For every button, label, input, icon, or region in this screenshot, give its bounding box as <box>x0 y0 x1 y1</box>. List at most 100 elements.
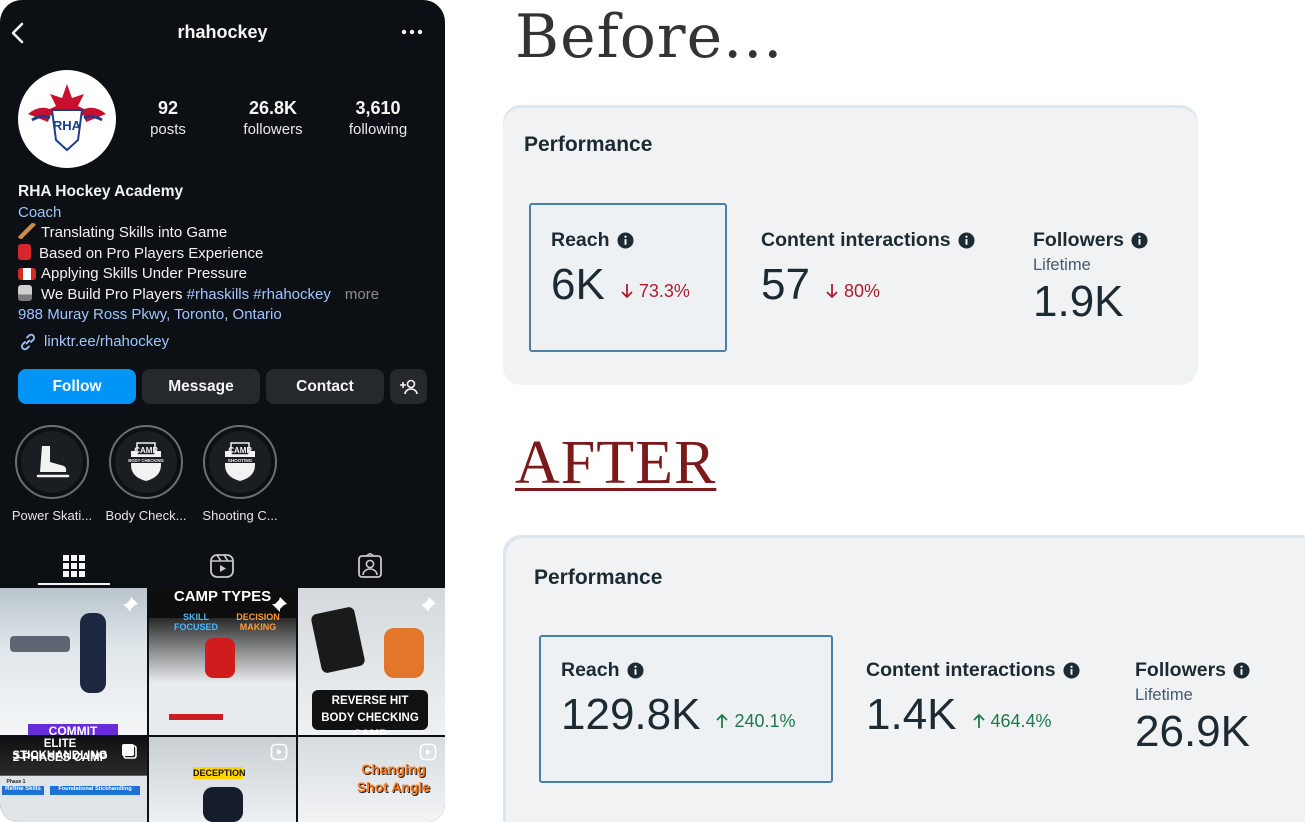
post-thumbnail[interactable]: Changing Shot Angle <box>298 737 445 822</box>
info-icon[interactable] <box>1063 662 1080 679</box>
bio-line: Applying Skills Under Pressure <box>18 264 438 285</box>
fire-extinguisher-emoji-icon <box>18 243 31 260</box>
suggest-accounts-button[interactable] <box>390 369 427 404</box>
grid-icon <box>63 555 85 577</box>
post-overlay-text: 2-PHASES CAMP <box>12 752 108 764</box>
followers-count: 26.8K <box>248 98 298 118</box>
metric-reach[interactable]: Reach 129.8K 240.1% <box>561 659 796 740</box>
info-icon[interactable] <box>1131 232 1148 249</box>
arrow-up-icon <box>716 713 729 728</box>
top-arrow-emoji-icon <box>18 284 32 301</box>
info-icon[interactable] <box>627 662 644 679</box>
metric-sublabel: Lifetime <box>1135 686 1193 704</box>
post-thumbnail[interactable]: CAMP TYPES SKILL FOCUSED DECISION MAKING <box>149 588 296 735</box>
post-overlay-text: DECEPTION <box>193 767 246 779</box>
followers-label: followers <box>243 121 303 138</box>
hockey-stick-emoji-icon <box>18 223 36 239</box>
performance-title: Performance <box>534 566 663 589</box>
canada-flag-emoji-icon <box>18 268 36 280</box>
more-options-icon[interactable] <box>401 24 423 40</box>
pin-icon <box>272 597 287 612</box>
camp-badge-icon: CAMP SHOOTING <box>223 442 257 481</box>
post-thumbnail[interactable]: REVERSE HIT BODY CHECKING CAMP <box>298 588 445 735</box>
post-overlay-text: COMMIT <box>28 724 118 735</box>
tab-tagged[interactable] <box>296 545 444 587</box>
instagram-profile-screen: rhahockey RHA 92 posts 26.8K followers 3… <box>0 0 445 822</box>
svg-text:CAMP: CAMP <box>134 446 158 455</box>
metric-content-interactions[interactable]: Content interactions 1.4K 464.4% <box>866 659 1080 740</box>
bio-line: We Build Pro Players #rhaskills #rhahock… <box>18 284 438 306</box>
metric-label: Followers <box>1033 229 1125 251</box>
selected-metric-box[interactable] <box>529 203 727 352</box>
post-thumbnail[interactable]: ELITE STICKHANDLING 2-PHASES CAMP Phase … <box>0 737 147 822</box>
post-overlay-text: ELITE STICKHANDLING <box>12 738 108 762</box>
metric-reach[interactable]: Reach 6K 73.3% <box>551 229 690 310</box>
pin-icon <box>421 597 436 612</box>
selected-metric-box[interactable] <box>539 635 833 783</box>
metric-followers[interactable]: Followers Lifetime 26.9K <box>1135 659 1250 757</box>
info-icon[interactable] <box>617 232 634 249</box>
profile-address[interactable]: 988 Muray Ross Pkwy, Toronto, Ontario <box>18 306 282 323</box>
profile-header-bar: rhahockey <box>0 0 445 64</box>
highlight-power-skating[interactable]: Power Skati... <box>6 425 98 523</box>
highlight-body-checking[interactable]: CAMP BODY CHECKING Body Check... <box>100 425 192 523</box>
metric-content-interactions[interactable]: Content interactions 57 80% <box>761 229 975 310</box>
highlight-label: Body Check... <box>105 508 187 523</box>
message-button[interactable]: Message <box>142 369 260 404</box>
posts-grid: COMMIT CAMP TYPES SKILL FOCUSED DECISION… <box>0 588 445 822</box>
profile-link[interactable]: linktr.ee/rhahockey <box>18 332 438 353</box>
metric-value: 57 <box>761 260 810 309</box>
metric-value: 26.9K <box>1135 707 1250 756</box>
tab-posts-grid[interactable] <box>0 545 148 587</box>
stat-posts[interactable]: 92 posts <box>113 98 223 138</box>
before-heading: Before... <box>515 2 784 72</box>
metric-label: Followers <box>1135 659 1227 681</box>
arrow-down-icon <box>621 284 633 299</box>
performance-title: Performance <box>524 133 653 156</box>
post-thumbnail[interactable]: COMMIT <box>0 588 147 735</box>
bio-hashtags[interactable]: #rhaskills #rhahockey <box>186 285 331 303</box>
follow-button[interactable]: Follow <box>18 369 136 404</box>
following-label: following <box>348 121 408 138</box>
profile-category[interactable]: Coach <box>18 203 62 221</box>
pin-icon <box>123 597 138 612</box>
post-overlay-text: CAMP TYPES <box>173 588 272 605</box>
metric-value: 1.4K <box>866 690 957 739</box>
info-icon[interactable] <box>958 232 975 249</box>
highlight-shooting-camp[interactable]: CAMP SHOOTING Shooting C... <box>194 425 286 523</box>
skate-icon <box>36 446 70 478</box>
bio-more-link[interactable]: more <box>344 285 380 303</box>
contact-button[interactable]: Contact <box>266 369 384 404</box>
after-heading: AFTER <box>515 429 717 497</box>
profile-tabs <box>0 545 445 587</box>
tab-reels[interactable] <box>148 545 296 587</box>
metric-label: Reach <box>551 229 610 251</box>
info-icon[interactable] <box>1233 662 1250 679</box>
after-performance-card: Performance Reach 129.8K 240.1% Content … <box>503 535 1305 822</box>
reel-badge-icon <box>270 743 288 761</box>
post-overlay-text: DECISION MAKING <box>236 612 280 632</box>
arrow-up-icon <box>972 713 985 728</box>
metric-label: Content interactions <box>866 659 1056 681</box>
bio-line: Based on Pro Players Experience <box>18 243 438 265</box>
metric-followers[interactable]: Followers Lifetime 1.9K <box>1033 229 1148 327</box>
post-overlay-text: SKILL FOCUSED <box>173 612 218 632</box>
metric-change: 464.4% <box>972 711 1052 732</box>
post-overlay-text: Changing <box>361 761 426 777</box>
post-thumbnail[interactable]: DECEPTION <box>149 737 296 822</box>
back-arrow-icon[interactable] <box>10 22 26 44</box>
add-person-icon <box>399 379 418 394</box>
stat-followers[interactable]: 26.8K followers <box>218 98 328 138</box>
metric-value: 6K <box>551 260 605 309</box>
posts-label: posts <box>150 121 186 138</box>
profile-bio: RHA Hockey Academy Coach Translating Ski… <box>18 182 438 352</box>
profile-link-text: linktr.ee/rhahockey <box>44 332 170 350</box>
profile-avatar[interactable]: RHA <box>18 70 116 168</box>
post-overlay-text: Shot Angle <box>356 779 431 795</box>
post-overlay-text: REVERSE HIT BODY CHECKING CAMP <box>312 690 428 735</box>
stat-following[interactable]: 3,610 following <box>323 98 433 138</box>
metric-change: 73.3% <box>621 281 690 302</box>
metric-label: Reach <box>561 659 620 681</box>
reel-badge-icon <box>122 744 137 759</box>
svg-text:CAMP: CAMP <box>228 446 252 455</box>
